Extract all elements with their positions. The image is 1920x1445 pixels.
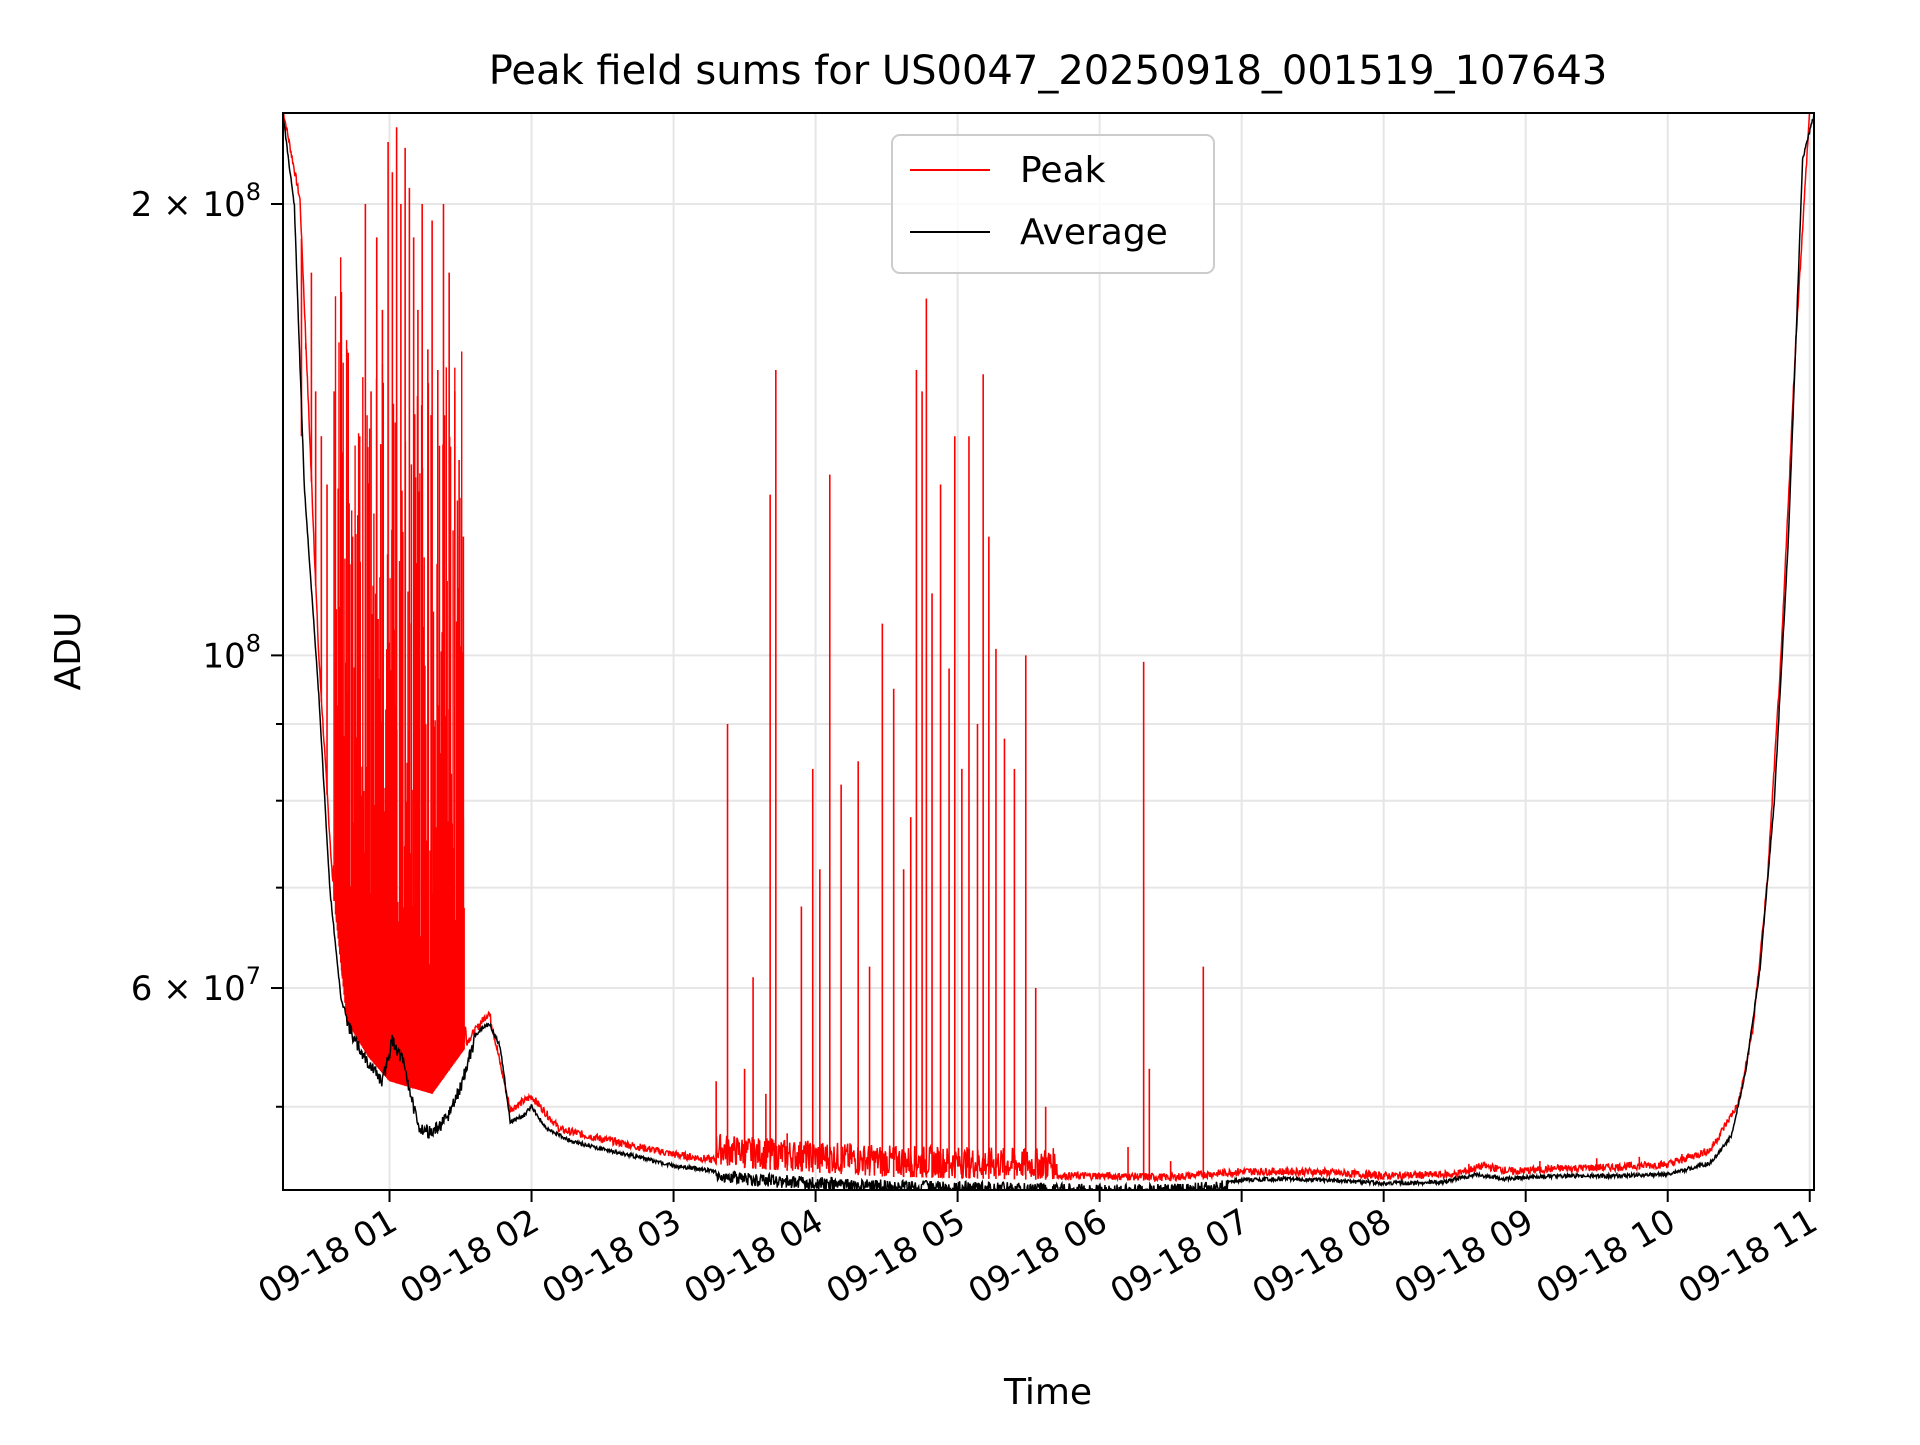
y-tick-label: 2 × 108	[131, 178, 261, 225]
legend-label-average: Average	[1020, 212, 1168, 253]
legend: Peak Average	[891, 134, 1215, 274]
x-axis-label: Time	[1003, 1372, 1092, 1413]
average-series-line	[283, 113, 1814, 1190]
y-tick-label: 108	[202, 629, 261, 676]
y-tick-label: 6 × 107	[131, 962, 261, 1009]
peak-series-line	[283, 113, 1811, 1183]
legend-label-peak: Peak	[1020, 150, 1106, 191]
plot-frame	[282, 112, 1815, 1191]
series-layer	[283, 113, 1814, 1190]
y-axis-label: ADU	[48, 612, 89, 691]
chart-title: Peak field sums for US0047_20250918_0015…	[489, 48, 1608, 94]
